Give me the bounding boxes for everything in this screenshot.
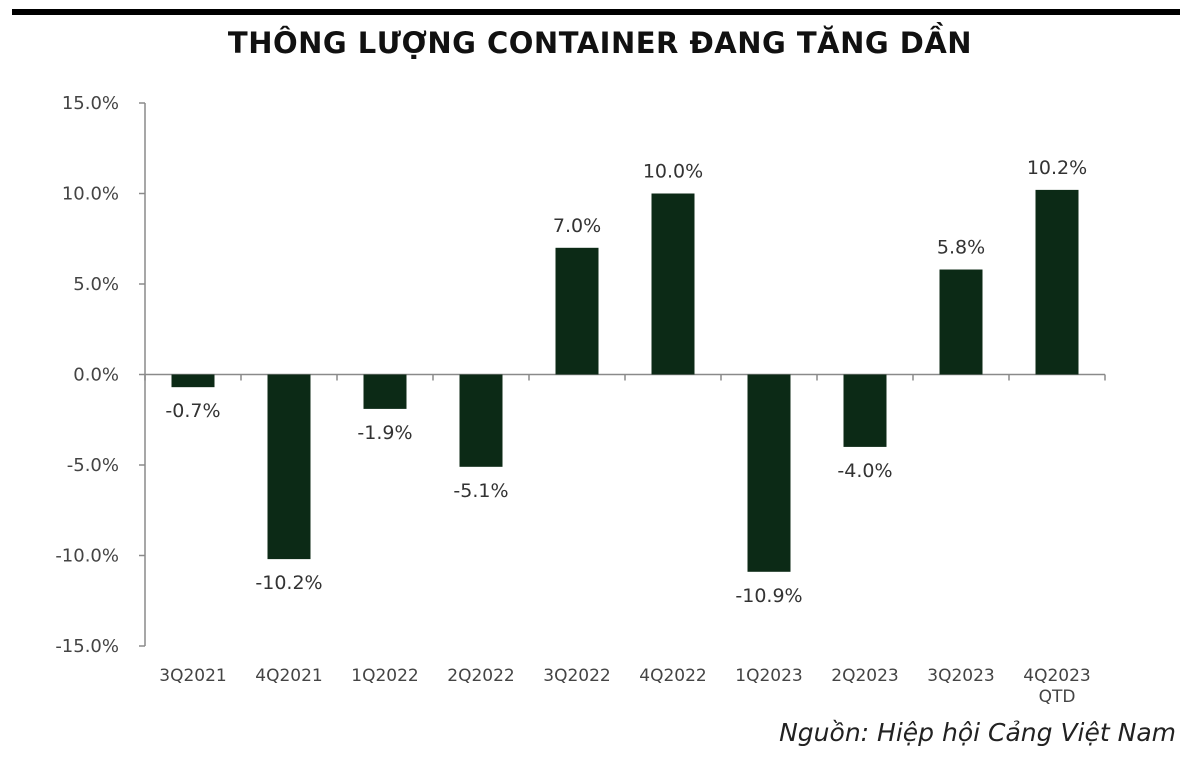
category-label: 1Q2023 xyxy=(735,666,802,686)
category-sublabel: QTD xyxy=(1039,687,1076,707)
y-tick-label: -10.0% xyxy=(55,546,119,567)
category-label: 4Q2022 xyxy=(639,666,706,686)
data-label: 5.8% xyxy=(937,237,985,259)
bar-4q2023 xyxy=(1035,189,1079,375)
bar-1q2023 xyxy=(747,374,791,572)
y-tick-label: 0.0% xyxy=(73,365,119,386)
bar-4q2021 xyxy=(267,374,311,560)
chart-bars xyxy=(171,189,1079,572)
bar-3q2021 xyxy=(171,374,215,388)
y-tick-label: 15.0% xyxy=(62,93,119,114)
y-tick-label: -15.0% xyxy=(55,636,119,657)
category-label: 1Q2022 xyxy=(351,666,418,686)
category-label: 3Q2021 xyxy=(159,666,226,686)
data-label: -10.2% xyxy=(255,572,322,594)
category-label: 3Q2022 xyxy=(543,666,610,686)
category-label: 3Q2023 xyxy=(927,666,994,686)
data-label: -10.9% xyxy=(735,585,802,607)
bar-3q2022 xyxy=(555,247,599,375)
category-label: 4Q2023 xyxy=(1023,666,1090,686)
category-label: 2Q2022 xyxy=(447,666,514,686)
bar-2q2023 xyxy=(843,374,887,447)
data-label: -0.7% xyxy=(165,400,220,422)
data-label: 10.0% xyxy=(643,161,703,183)
y-tick-label: 5.0% xyxy=(73,274,119,295)
bar-2q2022 xyxy=(459,374,503,467)
data-label: 7.0% xyxy=(553,215,601,237)
data-label: -5.1% xyxy=(453,480,508,502)
data-label: 10.2% xyxy=(1027,157,1087,179)
source-note: Nguồn: Hiệp hội Cảng Việt Nam xyxy=(779,718,1176,747)
y-tick-label: 10.0% xyxy=(62,184,119,205)
data-label: -4.0% xyxy=(837,460,892,482)
bar-3q2023 xyxy=(939,269,983,375)
bar-1q2022 xyxy=(363,374,407,409)
data-label: -1.9% xyxy=(357,422,412,444)
chart-labels: -0.7% 3Q2021 -10.2% 4Q2021 -1.9% 1Q2022 -5.1% 2… xyxy=(159,157,1090,707)
category-label: 4Q2021 xyxy=(255,666,322,686)
chart-title: THÔNG LƯỢNG CONTAINER ĐANG TĂNG DẦN xyxy=(227,26,973,60)
category-label: 2Q2023 xyxy=(831,666,898,686)
y-tick-label: -5.0% xyxy=(67,455,119,476)
top-rule xyxy=(12,9,1180,15)
bar-4q2022 xyxy=(651,193,695,375)
